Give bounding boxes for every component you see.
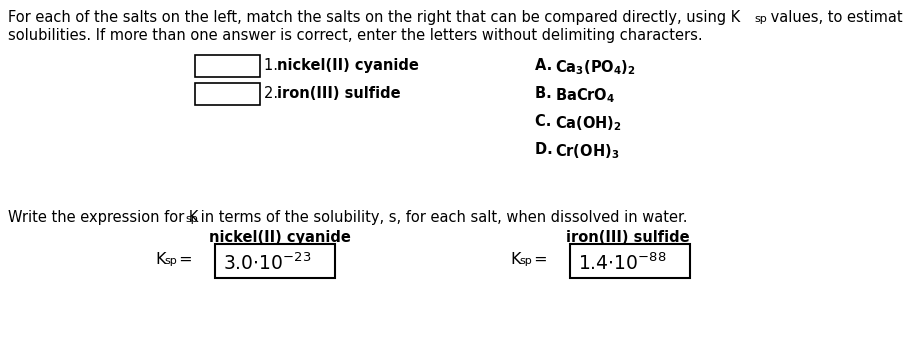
Text: 2.: 2. bbox=[264, 86, 283, 101]
Text: D.: D. bbox=[535, 142, 557, 157]
Text: iron(III) sulfide: iron(III) sulfide bbox=[565, 230, 689, 245]
Text: K: K bbox=[509, 252, 520, 267]
Bar bbox=[215, 244, 335, 278]
Text: $1.4{\cdot}10^{-88}$: $1.4{\cdot}10^{-88}$ bbox=[577, 252, 666, 273]
Text: $\mathbf{Ca_3(PO_4)_2}$: $\mathbf{Ca_3(PO_4)_2}$ bbox=[554, 58, 635, 77]
Text: solubilities. If more than one answer is correct, enter the letters without deli: solubilities. If more than one answer is… bbox=[8, 28, 702, 43]
Text: For each of the salts on the left, match the salts on the right that can be comp: For each of the salts on the left, match… bbox=[8, 10, 740, 25]
Text: =: = bbox=[173, 252, 192, 267]
Text: $3.0{\cdot}10^{-23}$: $3.0{\cdot}10^{-23}$ bbox=[223, 252, 311, 273]
Text: in terms of the solubility, s, for each salt, when dissolved in water.: in terms of the solubility, s, for each … bbox=[196, 210, 687, 225]
Text: K: K bbox=[154, 252, 165, 267]
Text: B.: B. bbox=[535, 86, 556, 101]
Bar bbox=[570, 244, 689, 278]
Text: sp: sp bbox=[185, 214, 198, 224]
Text: nickel(II) cyanide: nickel(II) cyanide bbox=[209, 230, 350, 245]
Text: nickel(II) cyanide: nickel(II) cyanide bbox=[276, 58, 418, 73]
Text: C.: C. bbox=[535, 114, 556, 129]
Text: $\mathbf{Cr(OH)_3}$: $\mathbf{Cr(OH)_3}$ bbox=[554, 142, 619, 161]
Text: Write the expression for K: Write the expression for K bbox=[8, 210, 198, 225]
Text: $\mathbf{Ca(OH)_2}$: $\mathbf{Ca(OH)_2}$ bbox=[554, 114, 621, 133]
Text: sp: sp bbox=[163, 256, 177, 266]
Text: sp: sp bbox=[518, 256, 531, 266]
Text: =: = bbox=[528, 252, 547, 267]
Bar bbox=[195, 83, 260, 105]
Text: sp: sp bbox=[753, 14, 766, 24]
Text: $\mathbf{BaCrO_4}$: $\mathbf{BaCrO_4}$ bbox=[554, 86, 615, 105]
Text: values, to estimate: values, to estimate bbox=[765, 10, 903, 25]
Bar bbox=[195, 55, 260, 77]
Text: A.: A. bbox=[535, 58, 557, 73]
Text: 1.: 1. bbox=[264, 58, 283, 73]
Text: iron(III) sulfide: iron(III) sulfide bbox=[276, 86, 400, 101]
